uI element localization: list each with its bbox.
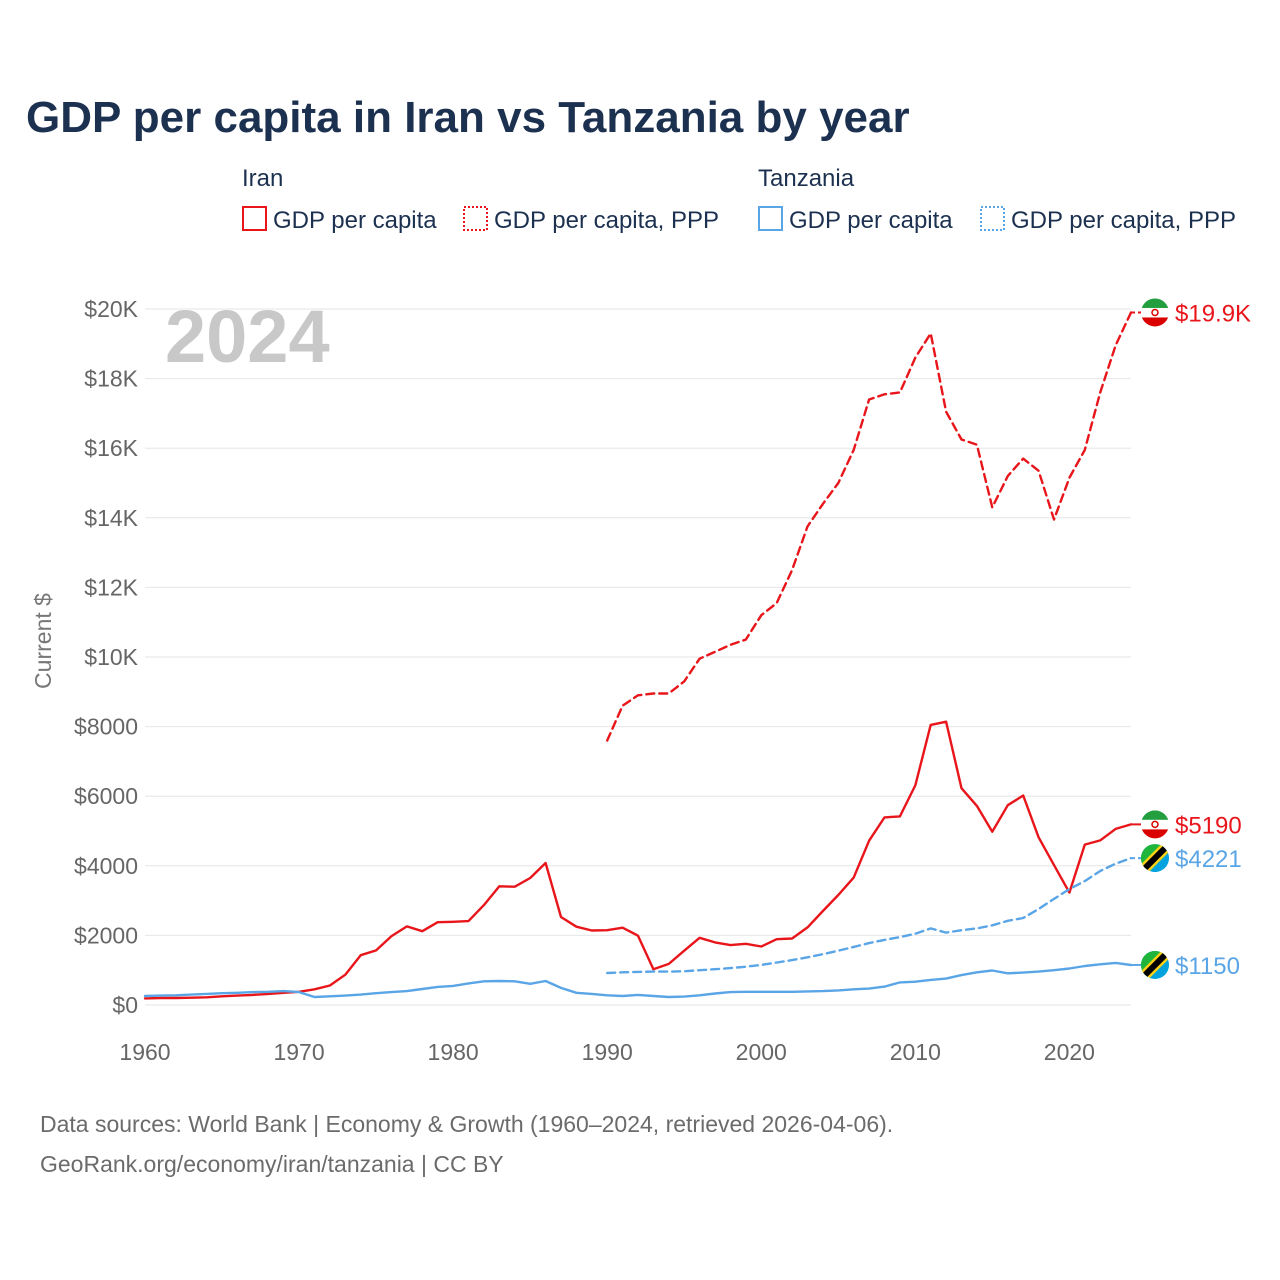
y-tick-label: $16K [84, 435, 138, 461]
iran-flag-icon [1141, 298, 1169, 327]
x-tick-label: 1960 [119, 1039, 170, 1065]
legend-swatch-iran-gdp [242, 206, 267, 231]
y-tick-label: $20K [84, 296, 138, 322]
legend-group-iran: Iran [242, 165, 283, 192]
y-tick-label: $4000 [74, 853, 138, 879]
legend-group-tanzania: Tanzania [758, 165, 855, 192]
x-tick-label: 2000 [736, 1039, 787, 1065]
tanzania-flag-icon [1141, 844, 1169, 873]
x-tick-label: 1970 [273, 1039, 324, 1065]
y-tick-label: $14K [84, 505, 138, 531]
end-marker-tanzania-gdp: $1150 [1131, 950, 1240, 980]
y-axis-ticks: $0 $2000 $4000 $6000 $8000 $10K $12K $14K $16K $1… [74, 296, 139, 1018]
y-tick-label: $8000 [74, 714, 138, 740]
iran-flag-icon [1141, 810, 1169, 839]
y-tick-label: $6000 [74, 783, 138, 809]
legend-item-iran-gdp[interactable]: GDP per capita [242, 206, 437, 234]
legend-swatch-tanzania-gdp [758, 206, 783, 231]
legend-item-iran-ppp[interactable]: GDP per capita, PPP [463, 206, 719, 234]
end-labels: $5190 $19.9K $1150 $4221 [1131, 298, 1251, 980]
end-label-iran-gdp: $5190 [1175, 812, 1242, 839]
series-line-iran-ppp[interactable] [606, 311, 1133, 742]
series-line-iran-gdp[interactable] [143, 720, 1133, 1000]
end-marker-iran-ppp: $19.9K [1131, 298, 1251, 327]
legend-label-tanzania-gdp: GDP per capita [789, 207, 953, 234]
year-watermark: 2024 [165, 295, 330, 378]
legend-item-tanzania-ppp[interactable]: GDP per capita, PPP [980, 206, 1236, 234]
legend: Iran Tanzania GDP per capita GDP per cap… [242, 165, 1236, 234]
end-label-iran-ppp: $19.9K [1175, 300, 1251, 327]
y-tick-label: $18K [84, 366, 138, 392]
end-marker-tanzania-ppp: $4221 [1131, 844, 1242, 873]
tanzania-flag-icon [1141, 950, 1169, 979]
x-tick-label: 2010 [890, 1039, 941, 1065]
series-lines [143, 311, 1133, 1000]
end-marker-iran-gdp: $5190 [1131, 810, 1242, 839]
legend-label-iran-ppp: GDP per capita, PPP [494, 207, 719, 234]
gridlines [145, 308, 1131, 1006]
legend-label-iran-gdp: GDP per capita [273, 207, 437, 234]
y-tick-label: $10K [84, 644, 138, 670]
y-tick-label: $2000 [74, 922, 138, 948]
chart-title: GDP per capita in Iran vs Tanzania by ye… [26, 93, 910, 142]
y-tick-label: $0 [112, 992, 138, 1018]
y-tick-label: $12K [84, 574, 138, 600]
series-line-tanzania-gdp[interactable] [143, 961, 1133, 999]
series-line-tanzania-ppp[interactable] [606, 856, 1133, 975]
legend-item-tanzania-gdp[interactable]: GDP per capita [758, 206, 953, 234]
legend-label-tanzania-ppp: GDP per capita, PPP [1011, 207, 1236, 234]
source-line-2[interactable]: GeoRank.org/economy/iran/tanzania | CC B… [40, 1151, 504, 1177]
x-tick-label: 1980 [428, 1039, 479, 1065]
x-tick-label: 1990 [582, 1039, 633, 1065]
end-label-tanzania-ppp: $4221 [1175, 846, 1242, 873]
x-axis-ticks: 1960 1970 1980 1990 2000 2010 2020 [119, 1039, 1095, 1065]
legend-swatch-iran-ppp [463, 206, 488, 231]
x-tick-label: 2020 [1044, 1039, 1095, 1065]
y-axis-title: Current $ [30, 593, 56, 689]
end-label-tanzania-gdp: $1150 [1175, 953, 1240, 980]
source-line-1: Data sources: World Bank | Economy & Gro… [40, 1111, 893, 1137]
legend-swatch-tanzania-ppp [980, 206, 1005, 231]
